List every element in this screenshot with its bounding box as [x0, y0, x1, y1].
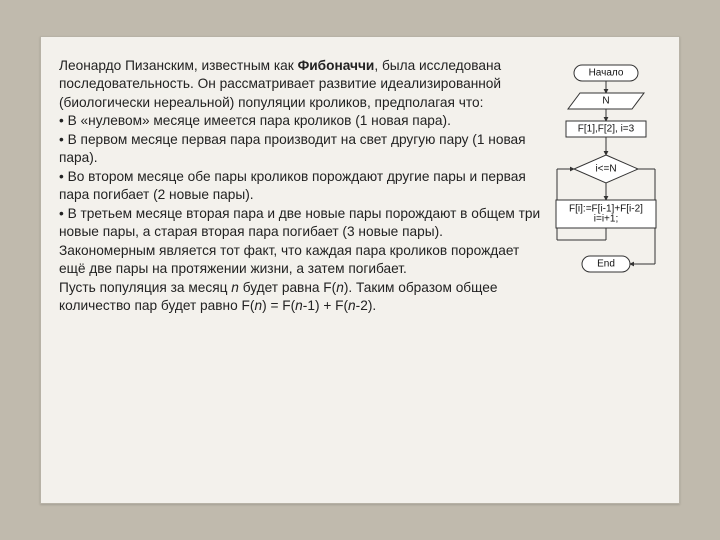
intro-part-a: Леонардо Пизанским, известным как	[59, 58, 298, 73]
p3-it3: n	[254, 298, 262, 313]
bullet-1: • В «нулевом» месяце имеется пара кролик…	[59, 113, 451, 128]
p3-it1: n	[231, 280, 239, 295]
p3-it2: n	[336, 280, 344, 295]
p3-d: ) = F(	[262, 298, 295, 313]
p3-f: -2).	[356, 298, 377, 313]
svg-text:F[1],F[2], i=3: F[1],F[2], i=3	[578, 124, 635, 135]
p3-it5: n	[348, 298, 356, 313]
bullet-2: • В первом месяце первая пара производит…	[59, 132, 526, 165]
p3-b: будет равна F(	[239, 280, 336, 295]
slide: Леонардо Пизанским, известным как Фибона…	[40, 36, 680, 504]
svg-text:End: End	[597, 259, 615, 270]
bullet-4: • В третьем месяце вторая пара и две нов…	[59, 206, 540, 239]
intro-bold: Фибоначчи	[298, 58, 375, 73]
p3-e: -1) + F(	[303, 298, 348, 313]
svg-text:i<=N: i<=N	[595, 164, 616, 175]
page-background: Леонардо Пизанским, известным как Фибона…	[0, 0, 720, 540]
body-text: Леонардо Пизанским, известным как Фибона…	[59, 57, 541, 485]
svg-text:N: N	[602, 96, 609, 107]
flowchart: НачалоNF[1],F[2], i=3i<=NF[i]:=F[i-1]+F[…	[551, 57, 661, 485]
svg-text:i=i+1;: i=i+1;	[594, 214, 618, 225]
paragraph-2: Закономерным является тот факт, что кажд…	[59, 243, 519, 276]
flowchart-svg: НачалоNF[1],F[2], i=3i<=NF[i]:=F[i-1]+F[…	[551, 59, 661, 304]
bullet-3: • Во втором месяце обе пары кроликов пор…	[59, 169, 526, 202]
p3-it4: n	[295, 298, 303, 313]
svg-text:Начало: Начало	[589, 68, 624, 79]
p3-a: Пусть популяция за месяц	[59, 280, 231, 295]
